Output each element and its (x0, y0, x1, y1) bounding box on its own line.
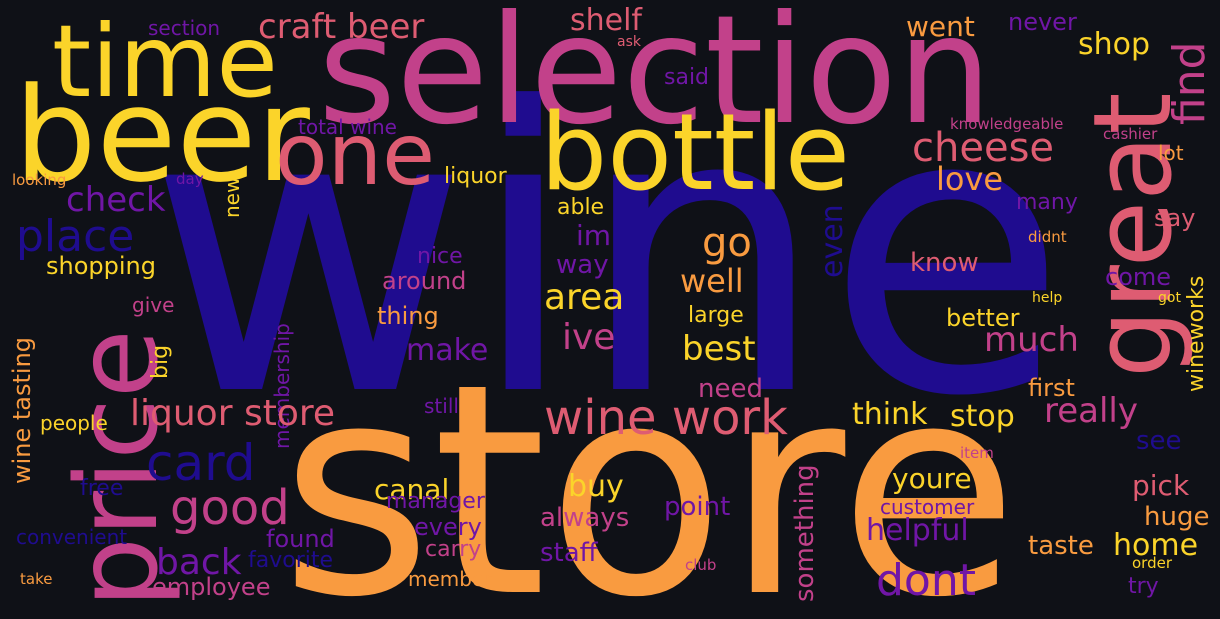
word-lot: lot (1158, 141, 1184, 165)
word-see: see (1136, 426, 1182, 456)
word-area: area (544, 277, 625, 318)
word-im: im (576, 219, 612, 252)
word-item: item (960, 444, 994, 462)
word-helpful: helpful (866, 513, 969, 548)
word-said: said (664, 65, 710, 90)
word-back: back (156, 542, 242, 583)
word-many: many (1016, 190, 1078, 215)
word-craft-beer: craft beer (258, 7, 425, 47)
word-point: point (664, 492, 731, 522)
word-liquor: liquor (444, 164, 507, 189)
word-good: good (170, 480, 290, 536)
word-ive: ive (562, 317, 616, 358)
word-got: got (1158, 290, 1181, 306)
word-knowledgeable: knowledgeable (950, 115, 1064, 133)
word-manager: manager (386, 489, 485, 514)
word-nice: nice (417, 244, 463, 269)
word-cheese: cheese (912, 125, 1055, 171)
word-wine: wine (148, 26, 1068, 482)
word-store: store (280, 321, 1019, 619)
word-wine-tasting: wine tasting (8, 336, 36, 484)
word-come: come (1105, 263, 1172, 291)
word-large: large (688, 303, 744, 328)
word-total-wine: total wine (298, 115, 397, 139)
word-never: never (1008, 8, 1077, 36)
word-beer: beer (14, 59, 310, 211)
word-better: better (946, 304, 1020, 332)
word-check: check (66, 180, 166, 220)
word-new: new (220, 176, 244, 218)
word-youre: youre (892, 462, 972, 495)
word-try: try (1128, 574, 1159, 599)
word-dont: dont (876, 555, 976, 606)
word-taste: taste (1028, 531, 1094, 561)
word-much: much (984, 320, 1079, 360)
word-first: first (1028, 374, 1075, 402)
word-club: club (685, 556, 717, 574)
word-wineworks: wineworks (1184, 275, 1209, 392)
word-employee: employee (152, 573, 271, 601)
word-looking: looking (12, 171, 67, 189)
word-make: make (406, 333, 489, 368)
word-well: well (680, 262, 744, 300)
word-cashier: cashier (1103, 125, 1158, 143)
word-thing: thing (377, 302, 439, 330)
word-canal: canal (374, 473, 450, 506)
word-convenient: convenient (16, 525, 128, 549)
word-liquor-store: liquor store (130, 393, 335, 434)
word-went: went (906, 10, 975, 43)
word-know: know (910, 248, 979, 278)
word-home: home (1113, 528, 1199, 563)
word-section: section (148, 16, 221, 40)
word-bottle: bottle (540, 91, 850, 214)
word-free: free (80, 476, 124, 501)
word-something: something (790, 464, 820, 602)
word-carry: carry (425, 537, 482, 562)
word-staff: staff (540, 538, 598, 568)
word-one: one (275, 105, 436, 205)
word-help: help (1032, 290, 1063, 306)
word-selection: selection (318, 0, 993, 158)
word-able: able (557, 195, 605, 220)
word-huge: huge (1144, 502, 1210, 532)
word-every: every (414, 513, 482, 541)
word-love: love (936, 160, 1004, 198)
word-big: big (148, 344, 173, 379)
word-best: best (682, 329, 756, 369)
word-wine-work: wine work (544, 390, 788, 446)
word-really: really (1044, 391, 1138, 431)
word-order: order (1132, 554, 1172, 572)
word-find: find (1164, 41, 1215, 125)
word-customer: customer (880, 495, 975, 519)
word-time: time (52, 3, 278, 120)
word-ask: ask (617, 34, 641, 50)
word-take: take (20, 570, 53, 588)
word-stop: stop (950, 399, 1015, 434)
word-didnt: didnt (1028, 228, 1067, 246)
word-place: place (16, 211, 135, 262)
word-around: around (382, 267, 467, 295)
word-still: still (424, 394, 459, 418)
word-people: people (40, 411, 108, 435)
word-even: even (815, 204, 850, 278)
word-go: go (702, 220, 752, 266)
word-give: give (132, 293, 175, 317)
word-shop: shop (1078, 27, 1151, 62)
word-say: say (1154, 204, 1196, 232)
word-think: think (852, 397, 928, 432)
word-day: day (176, 170, 204, 188)
word-member: member (408, 567, 493, 591)
word-shopping: shopping (46, 252, 156, 280)
word-need: need (698, 374, 763, 404)
word-found: found (266, 525, 335, 553)
word-buy: buy (568, 469, 624, 504)
word-way: way (556, 250, 609, 280)
word-card: card (146, 434, 256, 492)
word-always: always (540, 503, 630, 533)
word-shelf: shelf (570, 3, 642, 38)
word-pick: pick (1132, 469, 1190, 502)
word-favorite: favorite (248, 548, 334, 573)
